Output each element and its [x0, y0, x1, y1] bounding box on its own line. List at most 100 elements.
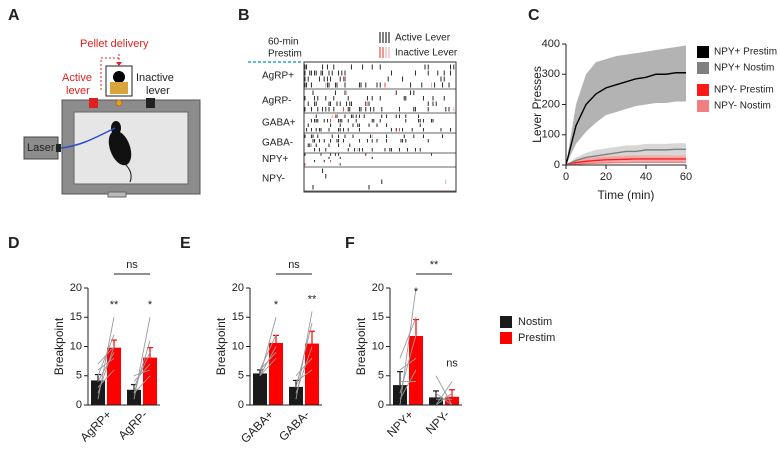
y-tick-label: 200 — [542, 98, 560, 110]
x-tick-label: 0 — [563, 171, 569, 183]
box-floor — [73, 111, 189, 185]
legend-swatch — [500, 316, 512, 328]
bracket-label: ** — [430, 259, 439, 271]
operant-box-schematic — [23, 54, 201, 198]
significance-label: * — [414, 286, 419, 298]
raster-legend-label: Active Lever — [395, 33, 451, 44]
paired-line — [259, 317, 277, 376]
x-tick-label: 40 — [640, 171, 652, 183]
bar — [445, 396, 459, 405]
y-tick-label: 5 — [238, 370, 244, 382]
y-tick-label: 0 — [76, 399, 82, 411]
inactive-lever — [146, 98, 155, 108]
line — [565, 161, 686, 166]
paired-line — [435, 375, 453, 406]
active-lever-label: Active — [62, 72, 92, 84]
arrow-head — [116, 62, 122, 66]
mouse-head — [111, 121, 121, 135]
bar — [305, 343, 319, 405]
legend-swatch — [697, 100, 709, 112]
y-tick-label: 100 — [542, 129, 560, 141]
y-axis-label: Breakpoint — [52, 317, 66, 375]
legend-label: NPY+ Prestim — [714, 47, 777, 58]
pellet-delivery-label: Pellet delivery — [80, 38, 149, 50]
mouse-tail — [123, 162, 132, 183]
y-tick-label: 0 — [378, 399, 384, 411]
panel-label: E — [180, 235, 191, 252]
significance-label: ** — [110, 299, 119, 311]
line — [565, 72, 686, 166]
paired-line — [133, 369, 151, 377]
x-tick-label: AgRP+ — [77, 407, 114, 444]
legend-label: NPY+ Nostim — [714, 63, 774, 74]
paired-line — [133, 352, 151, 388]
paired-line — [259, 352, 277, 371]
line — [565, 148, 686, 166]
mouse — [108, 130, 132, 166]
paired-line — [295, 346, 313, 394]
bar — [107, 347, 121, 405]
paired-line — [399, 287, 417, 406]
legend-label: NPY- Nostim — [714, 101, 771, 112]
raster-row-label: NPY+ — [262, 154, 289, 165]
x-tick-label: NPY+ — [384, 407, 416, 439]
bar — [289, 386, 303, 405]
panel-label: B — [238, 7, 250, 24]
bar — [253, 373, 267, 405]
panel-label: D — [8, 235, 20, 252]
y-tick-label: 20 — [70, 282, 82, 294]
significance-label: ns — [446, 358, 458, 370]
paired-line — [97, 357, 115, 371]
optic-fiber — [60, 127, 116, 149]
paired-line — [435, 381, 453, 406]
raster-row-label: GABA- — [262, 138, 293, 149]
x-tick-label: 20 — [600, 171, 612, 183]
laser-port — [56, 144, 61, 152]
y-axis-label: Breakpoint — [354, 317, 368, 375]
legend-label: Nostim — [518, 316, 552, 328]
significance-label: * — [274, 299, 279, 311]
bar — [143, 357, 157, 405]
raster-legend-active — [379, 32, 390, 43]
prestim-label: 60-min — [268, 37, 299, 48]
panel-label: F — [345, 235, 355, 252]
y-tick-label: 0 — [238, 399, 244, 411]
legend-label: NPY- Prestim — [714, 85, 774, 96]
paired-line — [133, 375, 151, 394]
inactive-lever-label: Inactive — [136, 72, 174, 84]
paired-line — [295, 322, 313, 388]
raster-plot: AgRP+ AgRP- GABA+ GABA- NPY+ NPY- — [262, 61, 457, 193]
active-lever-label: lever — [66, 85, 90, 97]
bar — [393, 385, 407, 405]
legend-swatch — [697, 46, 709, 58]
x-tick-label: GABA- — [276, 407, 312, 443]
raster-row-label: GABA+ — [262, 118, 296, 129]
y-axis-label: Breakpoint — [214, 317, 228, 375]
panel-label: C — [528, 7, 540, 24]
x-axis-label: Time (min) — [598, 188, 655, 202]
y-axis-label: Lever Presses — [530, 66, 544, 143]
box-base — [107, 191, 127, 198]
raster-row-label: AgRP- — [262, 96, 291, 107]
legend-label: Prestim — [518, 332, 555, 344]
y-tick-label: 20 — [232, 282, 244, 294]
y-tick-label: 20 — [372, 282, 384, 294]
x-tick-label: GABA+ — [238, 407, 276, 445]
paired-line — [259, 357, 277, 377]
paired-line — [399, 369, 417, 400]
y-tick-label: 0 — [554, 159, 560, 171]
x-tick-label: 60 — [680, 171, 692, 183]
y-tick-label: 10 — [232, 340, 244, 352]
active-lever — [89, 98, 98, 108]
dispenser-hopper — [113, 71, 125, 83]
raster-row-label: AgRP+ — [262, 71, 294, 82]
y-tick-label: 5 — [378, 370, 384, 382]
paired-line — [435, 392, 453, 406]
pellets — [110, 82, 128, 94]
paired-line — [259, 334, 277, 371]
y-tick-label: 5 — [76, 370, 82, 382]
inactive-lever-label: lever — [146, 85, 170, 97]
paired-line — [97, 346, 115, 394]
